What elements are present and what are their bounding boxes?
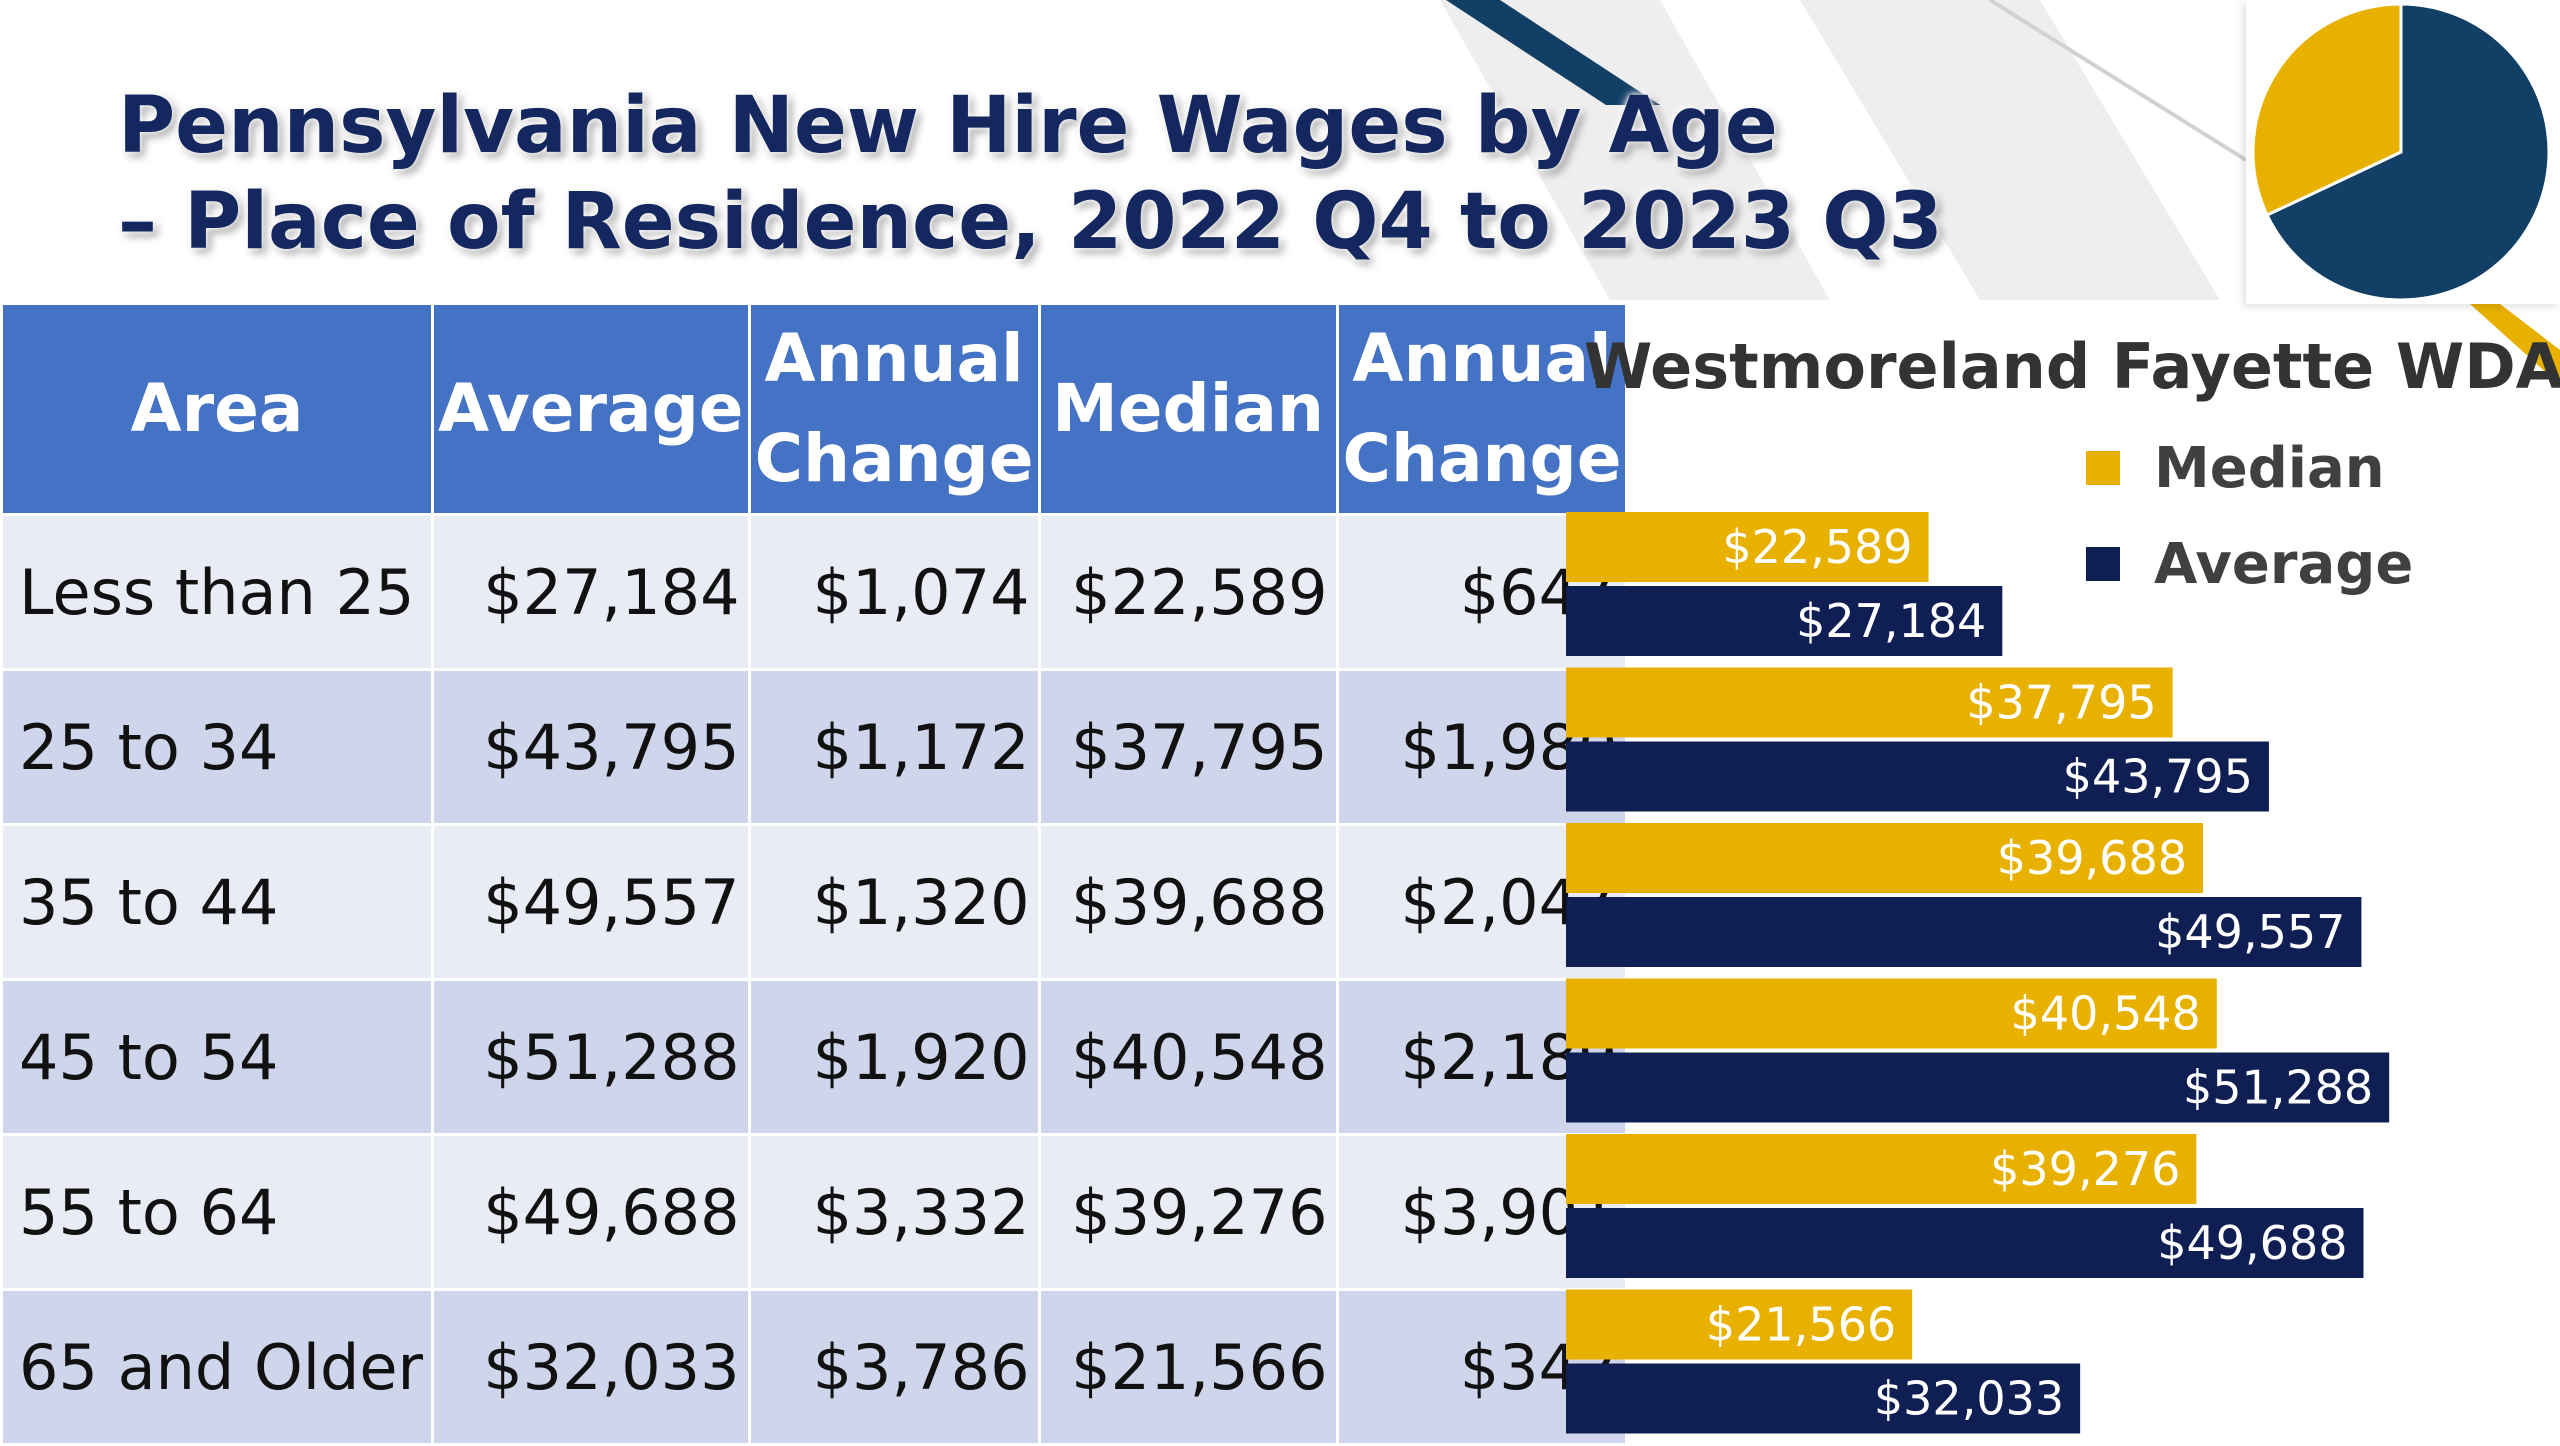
bar-average-4 [1566, 1208, 2364, 1278]
legend-label-average: Average [2154, 531, 2414, 597]
cell-median: $21,566 [1037, 1288, 1339, 1446]
bar-average-5 [1566, 1363, 2081, 1434]
cell-average-change: $1,320 [747, 823, 1041, 981]
pie-slice [2251, 2, 2403, 218]
data-label-average-4: $49,688 [2157, 1216, 2347, 1270]
header-row: Area Average Annual Change Median Annual C… [0, 302, 1629, 516]
cell-area: Less than 25 [0, 513, 434, 671]
cell-average: $32,033 [430, 1288, 751, 1446]
cell-area: 55 to 64 [0, 1133, 434, 1291]
data-label-median-1: $37,795 [1966, 676, 2156, 730]
table-row: 55 to 64 $49,688 $3,332 $39,276 $3,901 [0, 1133, 1629, 1291]
cell-average: $49,688 [430, 1133, 751, 1291]
chart-legend: Median Average [2086, 420, 2413, 612]
cell-average: $27,184 [430, 513, 751, 671]
cell-average: $49,557 [430, 823, 751, 981]
decorative-pie-icon [2251, 2, 2551, 302]
legend-item-average: Average [2086, 516, 2413, 612]
cell-average-change: $3,332 [747, 1133, 1041, 1291]
data-label-median-4: $39,276 [1990, 1142, 2180, 1196]
bar-median-3 [1566, 978, 2217, 1049]
cell-area: 45 to 54 [0, 978, 434, 1136]
legend-item-median: Median [2086, 420, 2413, 516]
page-title: Pennsylvania New Hire Wages by Age – Pla… [118, 78, 2098, 270]
chart-title: Westmoreland Fayette WDA [1584, 330, 2560, 403]
data-label-median-5: $21,566 [1706, 1298, 1896, 1352]
cell-average-change: $1,074 [747, 513, 1041, 671]
cell-median: $39,276 [1037, 1133, 1339, 1291]
bar-median-1 [1566, 667, 2173, 738]
bar-average-3 [1566, 1052, 2390, 1123]
bar-average-2 [1566, 897, 2362, 967]
cell-average-change: $3,786 [747, 1288, 1041, 1446]
data-label-average-5: $32,033 [1874, 1372, 2064, 1426]
table-row: 25 to 34 $43,795 $1,172 $37,795 $1,980 [0, 668, 1629, 826]
cell-area: 25 to 34 [0, 668, 434, 826]
legend-swatch-median [2086, 451, 2120, 485]
bar-median-4 [1566, 1134, 2197, 1204]
legend-swatch-average [2086, 547, 2120, 581]
cell-median: $40,548 [1037, 978, 1339, 1136]
title-line-2: – Place of Residence, 2022 Q4 to 2023 Q3 [118, 177, 1943, 267]
table-row: Less than 25 $27,184 $1,074 $22,589 $647 [0, 513, 1629, 671]
bar-median-2 [1566, 823, 2203, 893]
header-median-annual-change: Annual Change [1335, 302, 1629, 516]
title-line-1: Pennsylvania New Hire Wages by Age [118, 81, 1778, 171]
data-label-median-2: $39,688 [1997, 831, 2187, 885]
data-label-average-3: $51,288 [2183, 1061, 2373, 1115]
cell-area: 65 and Older [0, 1288, 434, 1446]
header-average: Average [430, 302, 751, 516]
bar-median-5 [1566, 1289, 1913, 1360]
header-area: Area [0, 302, 434, 516]
cell-median: $37,795 [1037, 668, 1339, 826]
cell-average-change: $1,172 [747, 668, 1041, 826]
data-label-average-2: $49,557 [2155, 905, 2345, 959]
pie-slice [2265, 2, 2551, 302]
data-label-median-0: $22,589 [1722, 520, 1912, 574]
data-label-median-3: $40,548 [2011, 987, 2201, 1041]
legend-label-median: Median [2154, 435, 2385, 501]
bar-average-0 [1566, 586, 2003, 656]
header-median: Median [1037, 302, 1339, 516]
bar-average-1 [1566, 741, 2269, 812]
header-average-annual-change: Annual Change [747, 302, 1041, 516]
cell-average: $43,795 [430, 668, 751, 826]
cell-median: $39,688 [1037, 823, 1339, 981]
cell-average-change: $1,920 [747, 978, 1041, 1136]
cell-median: $22,589 [1037, 513, 1339, 671]
cell-area: 35 to 44 [0, 823, 434, 981]
table-row: 35 to 44 $49,557 $1,320 $39,688 $2,047 [0, 823, 1629, 981]
data-label-average-0: $27,184 [1796, 594, 1986, 648]
bar-median-0 [1566, 512, 1929, 582]
cell-average: $51,288 [430, 978, 751, 1136]
data-label-average-1: $43,795 [2063, 750, 2253, 804]
